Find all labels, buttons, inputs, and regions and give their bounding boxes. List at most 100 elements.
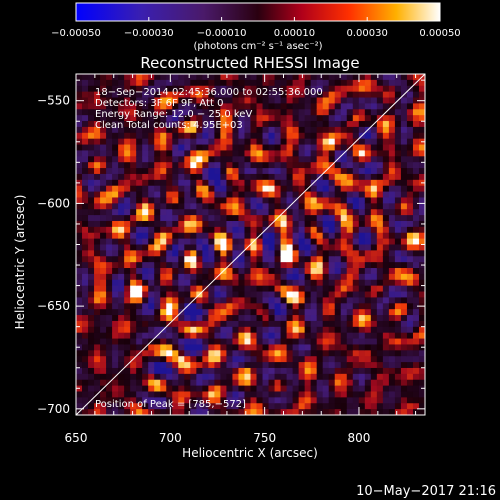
heatmap-cell [76,373,83,381]
heatmap-cell [310,244,318,251]
heatmap-cell [262,185,270,193]
heatmap-cell [208,268,215,275]
heatmap-cell [304,397,312,404]
heatmap-cell [100,220,107,228]
heatmap-cell [274,156,282,163]
heatmap-cell [88,297,95,304]
heatmap-cell [178,285,185,293]
heatmap-cell [244,220,251,228]
heatmap-cell [412,232,420,240]
heatmap-cell [250,185,258,193]
heatmap-cell [334,262,342,269]
heatmap-cell [322,103,330,110]
heatmap-cell [250,191,258,198]
heatmap-cell [166,268,173,275]
heatmap-cell [382,150,390,157]
heatmap-cell [184,150,191,157]
heatmap-cell [220,262,227,269]
heatmap-cell [208,191,215,198]
heatmap-cell [334,273,342,281]
heatmap-cell [184,344,191,351]
heatmap-cell [238,315,245,322]
heatmap-cell [226,238,233,245]
heatmap-cell [376,356,384,363]
heatmap-cell [412,115,420,122]
heatmap-cell [154,297,161,304]
heatmap-cell [334,338,342,345]
heatmap-cell [184,338,191,345]
heatmap-cell [154,409,161,415]
heatmap-cell [94,209,101,216]
heatmap-cell [88,232,95,240]
heatmap-cell [130,285,137,293]
heatmap-cell [370,268,378,275]
heatmap-cell [88,156,95,163]
heatmap-cell [346,150,354,157]
heatmap-cell [94,197,101,204]
heatmap-cell [340,91,348,99]
heatmap-cell [112,256,119,263]
heatmap-cell [226,79,233,87]
heatmap-cell [88,91,95,99]
heatmap-cell [418,285,425,293]
heatmap-cell [100,326,107,334]
heatmap-cell [412,320,420,328]
heatmap-cell [274,244,282,251]
heatmap-cell [310,338,318,345]
heatmap-cell [268,173,276,181]
heatmap-cell [82,138,89,146]
heatmap-cell [388,74,396,81]
heatmap-cell [382,268,390,275]
heatmap-cell [262,91,270,99]
heatmap-cell [112,144,119,151]
heatmap-cell [172,150,179,157]
heatmap-cell [382,185,390,193]
heatmap-cell [280,279,288,287]
heatmap-cell [412,132,420,140]
heatmap-cell [136,256,143,263]
heatmap-cell [316,85,324,93]
heatmap-cell [112,262,119,269]
heatmap-cell [394,220,402,228]
heatmap-cell [412,403,420,410]
heatmap-cell [106,191,113,198]
heatmap-cell [100,91,107,99]
heatmap-cell [352,79,360,87]
heatmap-cell [418,232,425,240]
heatmap-cell [394,238,402,245]
heatmap-cell [364,262,372,269]
heatmap-cell [352,303,360,310]
heatmap-cell [220,338,227,345]
heatmap-cell [346,138,354,146]
heatmap-cell [298,97,306,104]
heatmap-cell [76,356,83,363]
heatmap-cell [178,362,185,369]
heatmap-cell [130,332,137,340]
heatmap-cell [310,362,318,369]
heatmap-cell [412,244,420,251]
heatmap-cell [142,79,149,87]
heatmap-cell [340,162,348,169]
heatmap-cell [286,391,294,398]
heatmap-cell [316,179,324,187]
heatmap-cell [292,126,300,134]
heatmap-cell [274,356,282,363]
heatmap-cell [370,315,378,322]
heatmap-cell [208,350,215,357]
heatmap-cell [208,373,215,381]
heatmap-cell [400,185,408,193]
heatmap-cell [400,256,408,263]
heatmap-cell [346,79,354,87]
heatmap-cell [208,103,215,110]
heatmap-cell [352,279,360,287]
heatmap-cell [262,79,270,87]
heatmap-cell [400,344,408,351]
heatmap-cell [208,238,215,245]
heatmap-cell [352,132,360,140]
heatmap-cell [142,220,149,228]
heatmap-cell [352,332,360,340]
heatmap-cell [112,209,119,216]
heatmap-cell [148,121,155,128]
heatmap-cell [190,367,197,375]
heatmap-cell [262,238,270,245]
